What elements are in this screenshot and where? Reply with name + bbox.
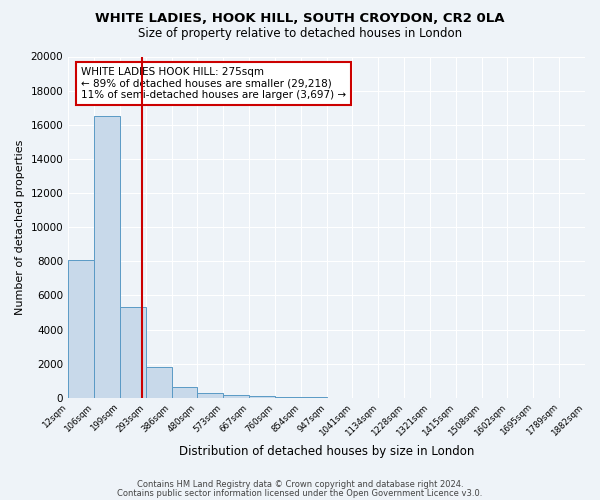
Bar (94, 116, 120, 398)
Bar (68, 260, 94, 398)
Bar (223, 395, 249, 398)
Bar (172, 386, 197, 398)
Y-axis label: Number of detached properties: Number of detached properties (15, 140, 25, 315)
Text: Contains HM Land Registry data © Crown copyright and database right 2024.: Contains HM Land Registry data © Crown c… (137, 480, 463, 489)
Bar (301, 397, 326, 398)
Bar (120, 308, 146, 398)
Text: Contains public sector information licensed under the Open Government Licence v3: Contains public sector information licen… (118, 488, 482, 498)
Text: WHITE LADIES, HOOK HILL, SOUTH CROYDON, CR2 0LA: WHITE LADIES, HOOK HILL, SOUTH CROYDON, … (95, 12, 505, 26)
Bar (249, 396, 275, 398)
Bar (275, 396, 301, 398)
Bar (146, 367, 172, 398)
Bar (197, 392, 223, 398)
X-axis label: Distribution of detached houses by size in London: Distribution of detached houses by size … (179, 444, 474, 458)
Text: Size of property relative to detached houses in London: Size of property relative to detached ho… (138, 28, 462, 40)
Text: WHITE LADIES HOOK HILL: 275sqm
← 89% of detached houses are smaller (29,218)
11%: WHITE LADIES HOOK HILL: 275sqm ← 89% of … (81, 66, 346, 100)
